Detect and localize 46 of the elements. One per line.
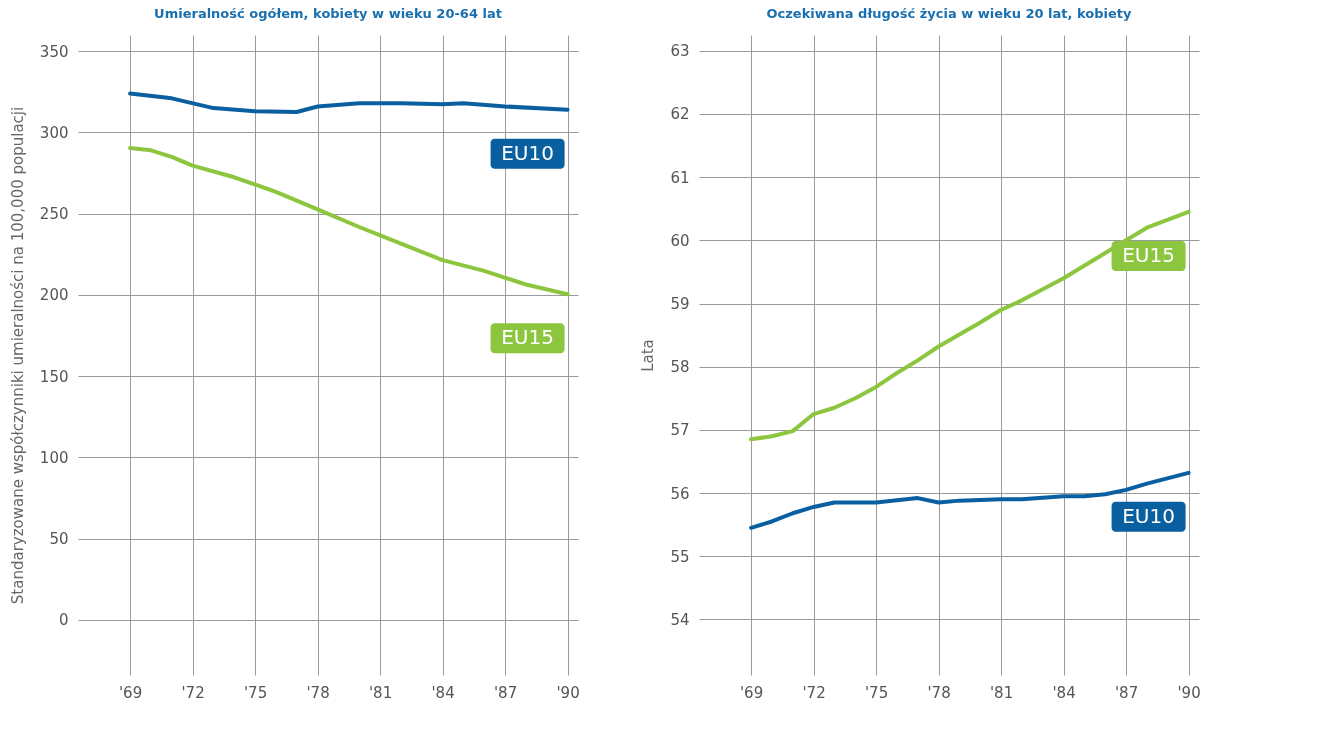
- line-series: [749, 209, 1191, 442]
- x-tick-label: '84: [1052, 683, 1076, 702]
- x-tick-label: '75: [864, 683, 889, 702]
- y-tick-label: 61: [670, 168, 690, 187]
- line-series: [749, 470, 1191, 530]
- x-tick-label: '72: [181, 683, 205, 702]
- y-tick-label: 300: [39, 123, 69, 142]
- x-tick-label: '78: [927, 683, 951, 702]
- y-tick-label: 62: [670, 105, 690, 124]
- x-tick-label: '90: [1177, 683, 1201, 702]
- y-tick-label: 350: [39, 42, 69, 61]
- y-tick-label: 150: [39, 367, 69, 386]
- y-tick-label: 63: [670, 42, 690, 61]
- y-axis-title: Standaryzowane współczynniki umieralności na 100,000 populacji: [8, 106, 27, 605]
- x-tick-label: '87: [1114, 683, 1139, 702]
- y-tick-label: 0: [58, 611, 69, 630]
- chart-title: Oczekiwana długość życia w wieku 20 lat, kobiety: [766, 6, 1132, 21]
- x-tick-label: '72: [802, 683, 826, 702]
- y-tick-label: 54: [670, 610, 690, 629]
- x-tick-label: '84: [431, 683, 455, 702]
- y-axis-title: Lata: [639, 339, 658, 372]
- y-tick-label: 59: [670, 295, 690, 314]
- y-tick-label: 250: [39, 205, 69, 224]
- chart-title: Umieralność ogółem, kobiety w wieku 20-64 lat: [154, 6, 502, 21]
- x-tick-label: '69: [739, 683, 764, 702]
- x-tick-label: '87: [493, 683, 518, 702]
- x-tick-label: '81: [368, 683, 393, 702]
- series-label: EU10: [1122, 503, 1175, 528]
- y-tick-label: 58: [670, 358, 690, 377]
- y-tick-label: 60: [670, 231, 690, 250]
- y-tick-label: 55: [670, 547, 690, 566]
- y-tick-label: 50: [49, 530, 69, 549]
- x-tick-label: '78: [306, 683, 330, 702]
- line-series: [128, 146, 570, 297]
- series-label: EU10: [501, 140, 554, 165]
- series-label: EU15: [501, 325, 554, 350]
- y-tick-label: 56: [670, 484, 690, 503]
- x-tick-label: '81: [989, 683, 1014, 702]
- x-tick-label: '69: [118, 683, 143, 702]
- x-tick-label: '75: [243, 683, 268, 702]
- line-series: [128, 91, 570, 114]
- x-tick-label: '90: [556, 683, 580, 702]
- y-tick-label: 200: [39, 286, 69, 305]
- y-tick-label: 100: [39, 448, 69, 467]
- series-label: EU15: [1122, 242, 1175, 267]
- y-tick-label: 57: [670, 421, 690, 440]
